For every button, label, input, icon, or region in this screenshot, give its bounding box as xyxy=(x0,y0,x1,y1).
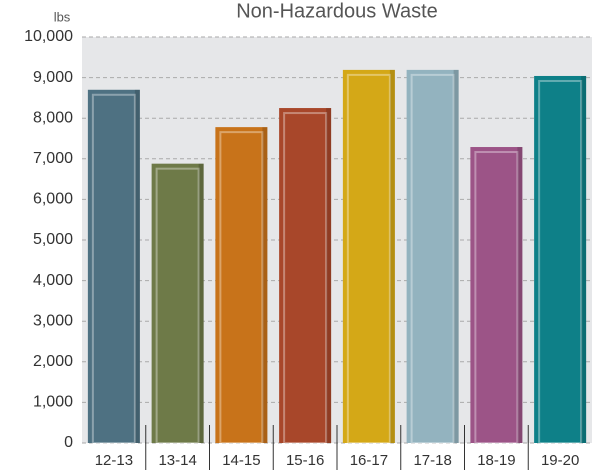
bar xyxy=(470,147,523,443)
bar-bevel xyxy=(155,167,200,444)
y-tick-label: 4,000 xyxy=(33,272,73,289)
x-tick-label: 13-14 xyxy=(158,452,196,469)
y-tick-label: 10,000 xyxy=(24,28,73,45)
bar xyxy=(279,108,332,444)
bar-shade xyxy=(134,89,140,443)
y-tick-label: 8,000 xyxy=(33,109,73,126)
bar xyxy=(342,69,395,444)
y-tick-label: 2,000 xyxy=(33,353,73,370)
x-tick-label: 15-16 xyxy=(286,452,324,469)
bar-bevel xyxy=(346,73,391,445)
bar xyxy=(406,69,459,444)
bar-shade xyxy=(198,163,204,443)
y-tick-label: 3,000 xyxy=(33,312,73,329)
chart-title: Non-Hazardous Waste xyxy=(236,0,438,22)
x-tick-label: 19-20 xyxy=(541,452,579,469)
bar xyxy=(215,127,268,443)
bar-bevel xyxy=(474,151,519,444)
bar-shade xyxy=(581,75,587,443)
y-tick-label: 0 xyxy=(64,434,73,451)
bar-shade xyxy=(389,69,395,444)
bar-shade xyxy=(453,69,459,444)
x-tick-label: 16-17 xyxy=(350,452,388,469)
y-axis-label: lbs xyxy=(54,9,71,24)
x-tick-label: 12-13 xyxy=(95,452,133,469)
x-tick-label: 17-18 xyxy=(413,452,451,469)
x-tick-label: 18-19 xyxy=(477,452,515,469)
y-tick-label: 6,000 xyxy=(33,191,73,208)
bar-bevel xyxy=(410,73,455,445)
x-tick-label: 14-15 xyxy=(222,452,260,469)
bar-shade xyxy=(517,147,523,443)
y-tick-label: 7,000 xyxy=(33,150,73,167)
bar-bevel xyxy=(91,93,136,444)
bar-shade xyxy=(262,127,268,443)
y-tick-label: 9,000 xyxy=(33,69,73,86)
bar-bevel xyxy=(283,112,328,445)
bar-bevel xyxy=(538,79,583,444)
y-tick-label: 1,000 xyxy=(33,394,73,411)
bar xyxy=(87,89,140,443)
bar-bevel xyxy=(219,131,264,445)
bar xyxy=(151,163,204,443)
bar xyxy=(534,75,587,443)
y-tick-label: 5,000 xyxy=(33,231,73,248)
bar-shade xyxy=(326,108,332,444)
